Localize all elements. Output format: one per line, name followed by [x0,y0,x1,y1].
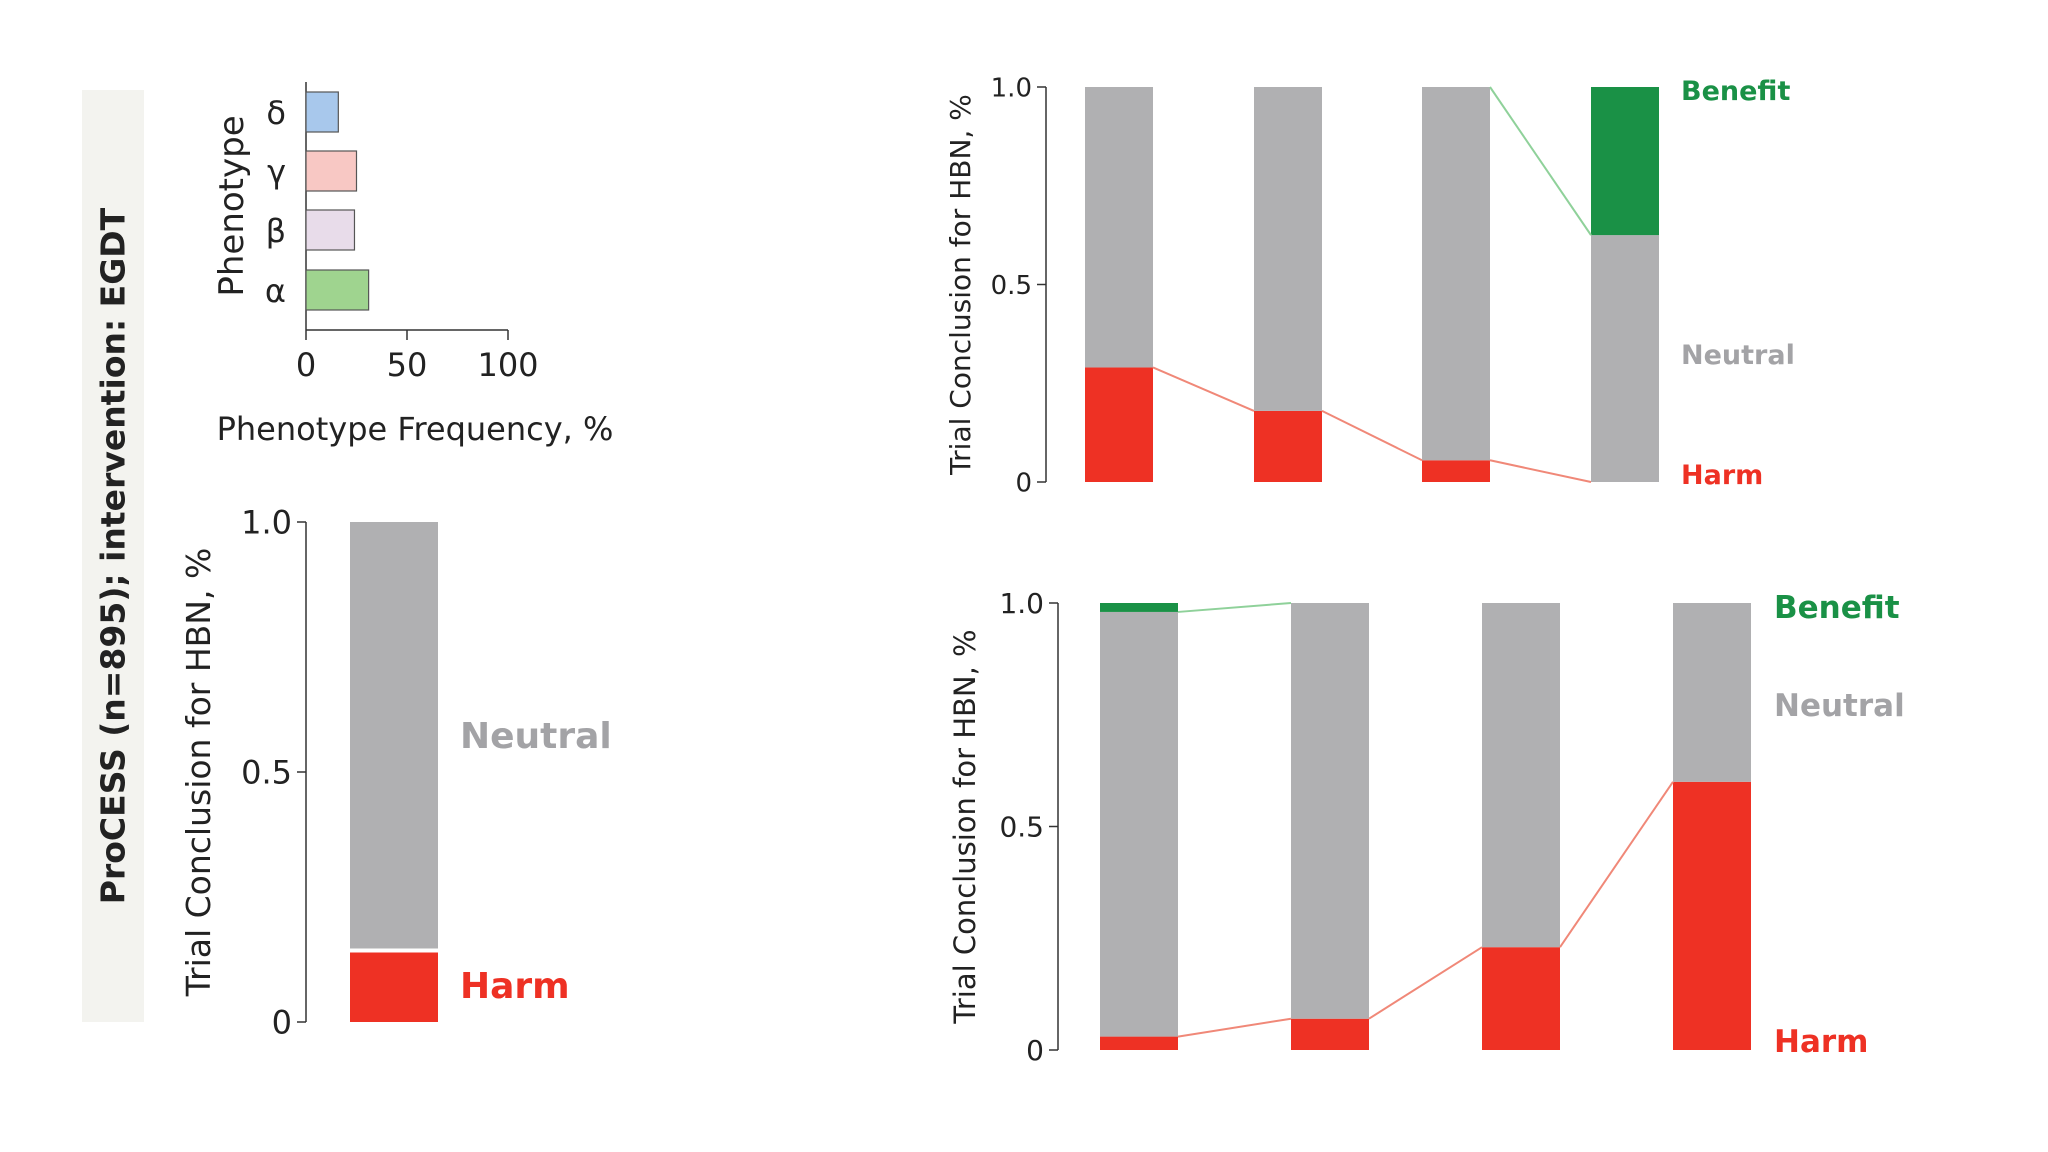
neutral-segment [1482,603,1560,948]
phenotype-bar [305,150,358,192]
y-tick-label: 0 [272,1004,292,1042]
neutral-segment [1422,87,1490,461]
y-tick-label: 0 [1015,468,1032,498]
x-tick-label: 0 [296,346,316,384]
x-tick-label: 100 [477,346,538,384]
harm-segment [1673,781,1751,1050]
series-label-harm: Harm [460,966,570,1007]
series-label-neutral: Neutral [460,716,612,757]
series-label-neutral: Neutral [1774,688,1905,724]
y-tick-label: 0.5 [241,754,292,792]
y-tick-label: 1.0 [999,587,1044,620]
neutral-segment [1291,603,1369,1019]
neutral-segment [1100,611,1178,1037]
neutral-segment [1673,603,1751,782]
benefit-connector-line [1489,86,1592,236]
x-tick-label: 50 [387,346,428,384]
harm-connector-line [1559,781,1674,948]
series-label-benefit: Benefit [1774,590,1900,626]
neutral-segment [350,522,438,952]
harm-segment [1291,1018,1369,1050]
harm-connector-line [1321,410,1423,462]
benefit-segment [1591,87,1659,236]
harm-connector-line [1489,459,1592,483]
phenotype-tick-label: β [266,212,286,250]
series-label-neutral: Neutral [1681,340,1795,371]
benefit-connector-line [1177,602,1292,613]
harm-segment [1100,1036,1178,1050]
side-title-panel: ProCESS (n=895); intervention: EGDT [82,90,144,1022]
harm-segment [1085,367,1153,482]
neutral-segment [1591,235,1659,482]
y-axis-title: Phenotype [212,115,252,296]
neutral-segment [1085,87,1153,368]
y-tick-label: 1.0 [241,504,292,542]
harm-segment [350,952,438,1022]
y-tick-label: 0.5 [999,811,1044,844]
phenotype-tick-label: δ [266,94,286,132]
neutral-segment [1254,87,1322,411]
series-label-benefit: Benefit [1681,76,1790,107]
phenotype-bar [305,269,370,311]
harm-segment [1482,947,1560,1050]
series-label-harm: Harm [1774,1024,1868,1060]
phenotype-bar [305,91,339,133]
harm-connector-line [1177,1017,1292,1038]
harm-connector-line [1152,366,1255,412]
y-tick-label: 1.0 [991,73,1032,103]
phenotype-bar [305,209,356,251]
phenotype-tick-label: γ [267,153,286,191]
harm-segment [1422,460,1490,482]
benefit-segment [1100,603,1178,612]
y-tick-label: 0 [1026,1034,1044,1067]
x-axis-title: Phenotype Frequency, % [217,410,614,448]
y-axis-title: Trial Conclusion for HBN, % [179,548,218,998]
harm-connector-line [1368,946,1483,1020]
harm-segment [1254,410,1322,482]
y-tick-label: 0.5 [991,271,1032,301]
y-axis-title: Trial Conclusion for HBN, % [944,94,977,476]
series-label-harm: Harm [1681,460,1763,491]
phenotype-tick-label: α [265,272,286,310]
y-axis-title: Trial Conclusion for HBN, % [948,629,982,1024]
